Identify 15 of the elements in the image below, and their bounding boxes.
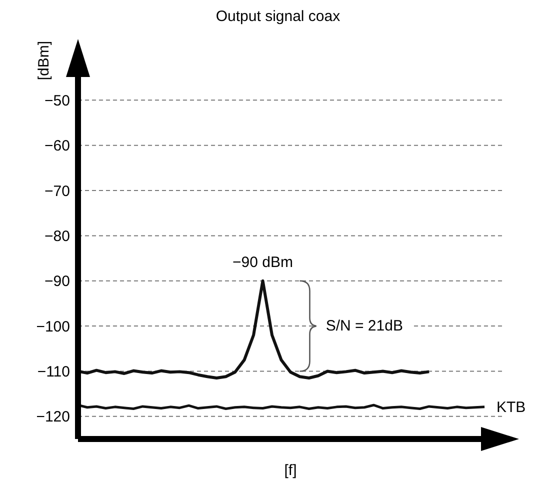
y-axis-title: [dBm] [36,41,52,80]
line-series [78,279,431,380]
y-tick-label: −60 [44,138,70,155]
x-axis-title: [f] [284,462,297,479]
y-tick-label: −80 [44,228,70,246]
y-tick-label: −90 [44,273,70,290]
y-tick-label: −120 [36,408,70,426]
y-tick-label: −100 [36,318,70,336]
annotation: −90 dBm [232,254,294,271]
annotation: S/N = 21dB [326,318,403,335]
series-label: KTB [496,399,526,416]
y-tick-label: −50 [44,92,70,110]
chart-title: Output signal coax [214,8,342,25]
y-tick-label: −70 [44,182,70,200]
y-tick-label: −110 [37,364,70,381]
